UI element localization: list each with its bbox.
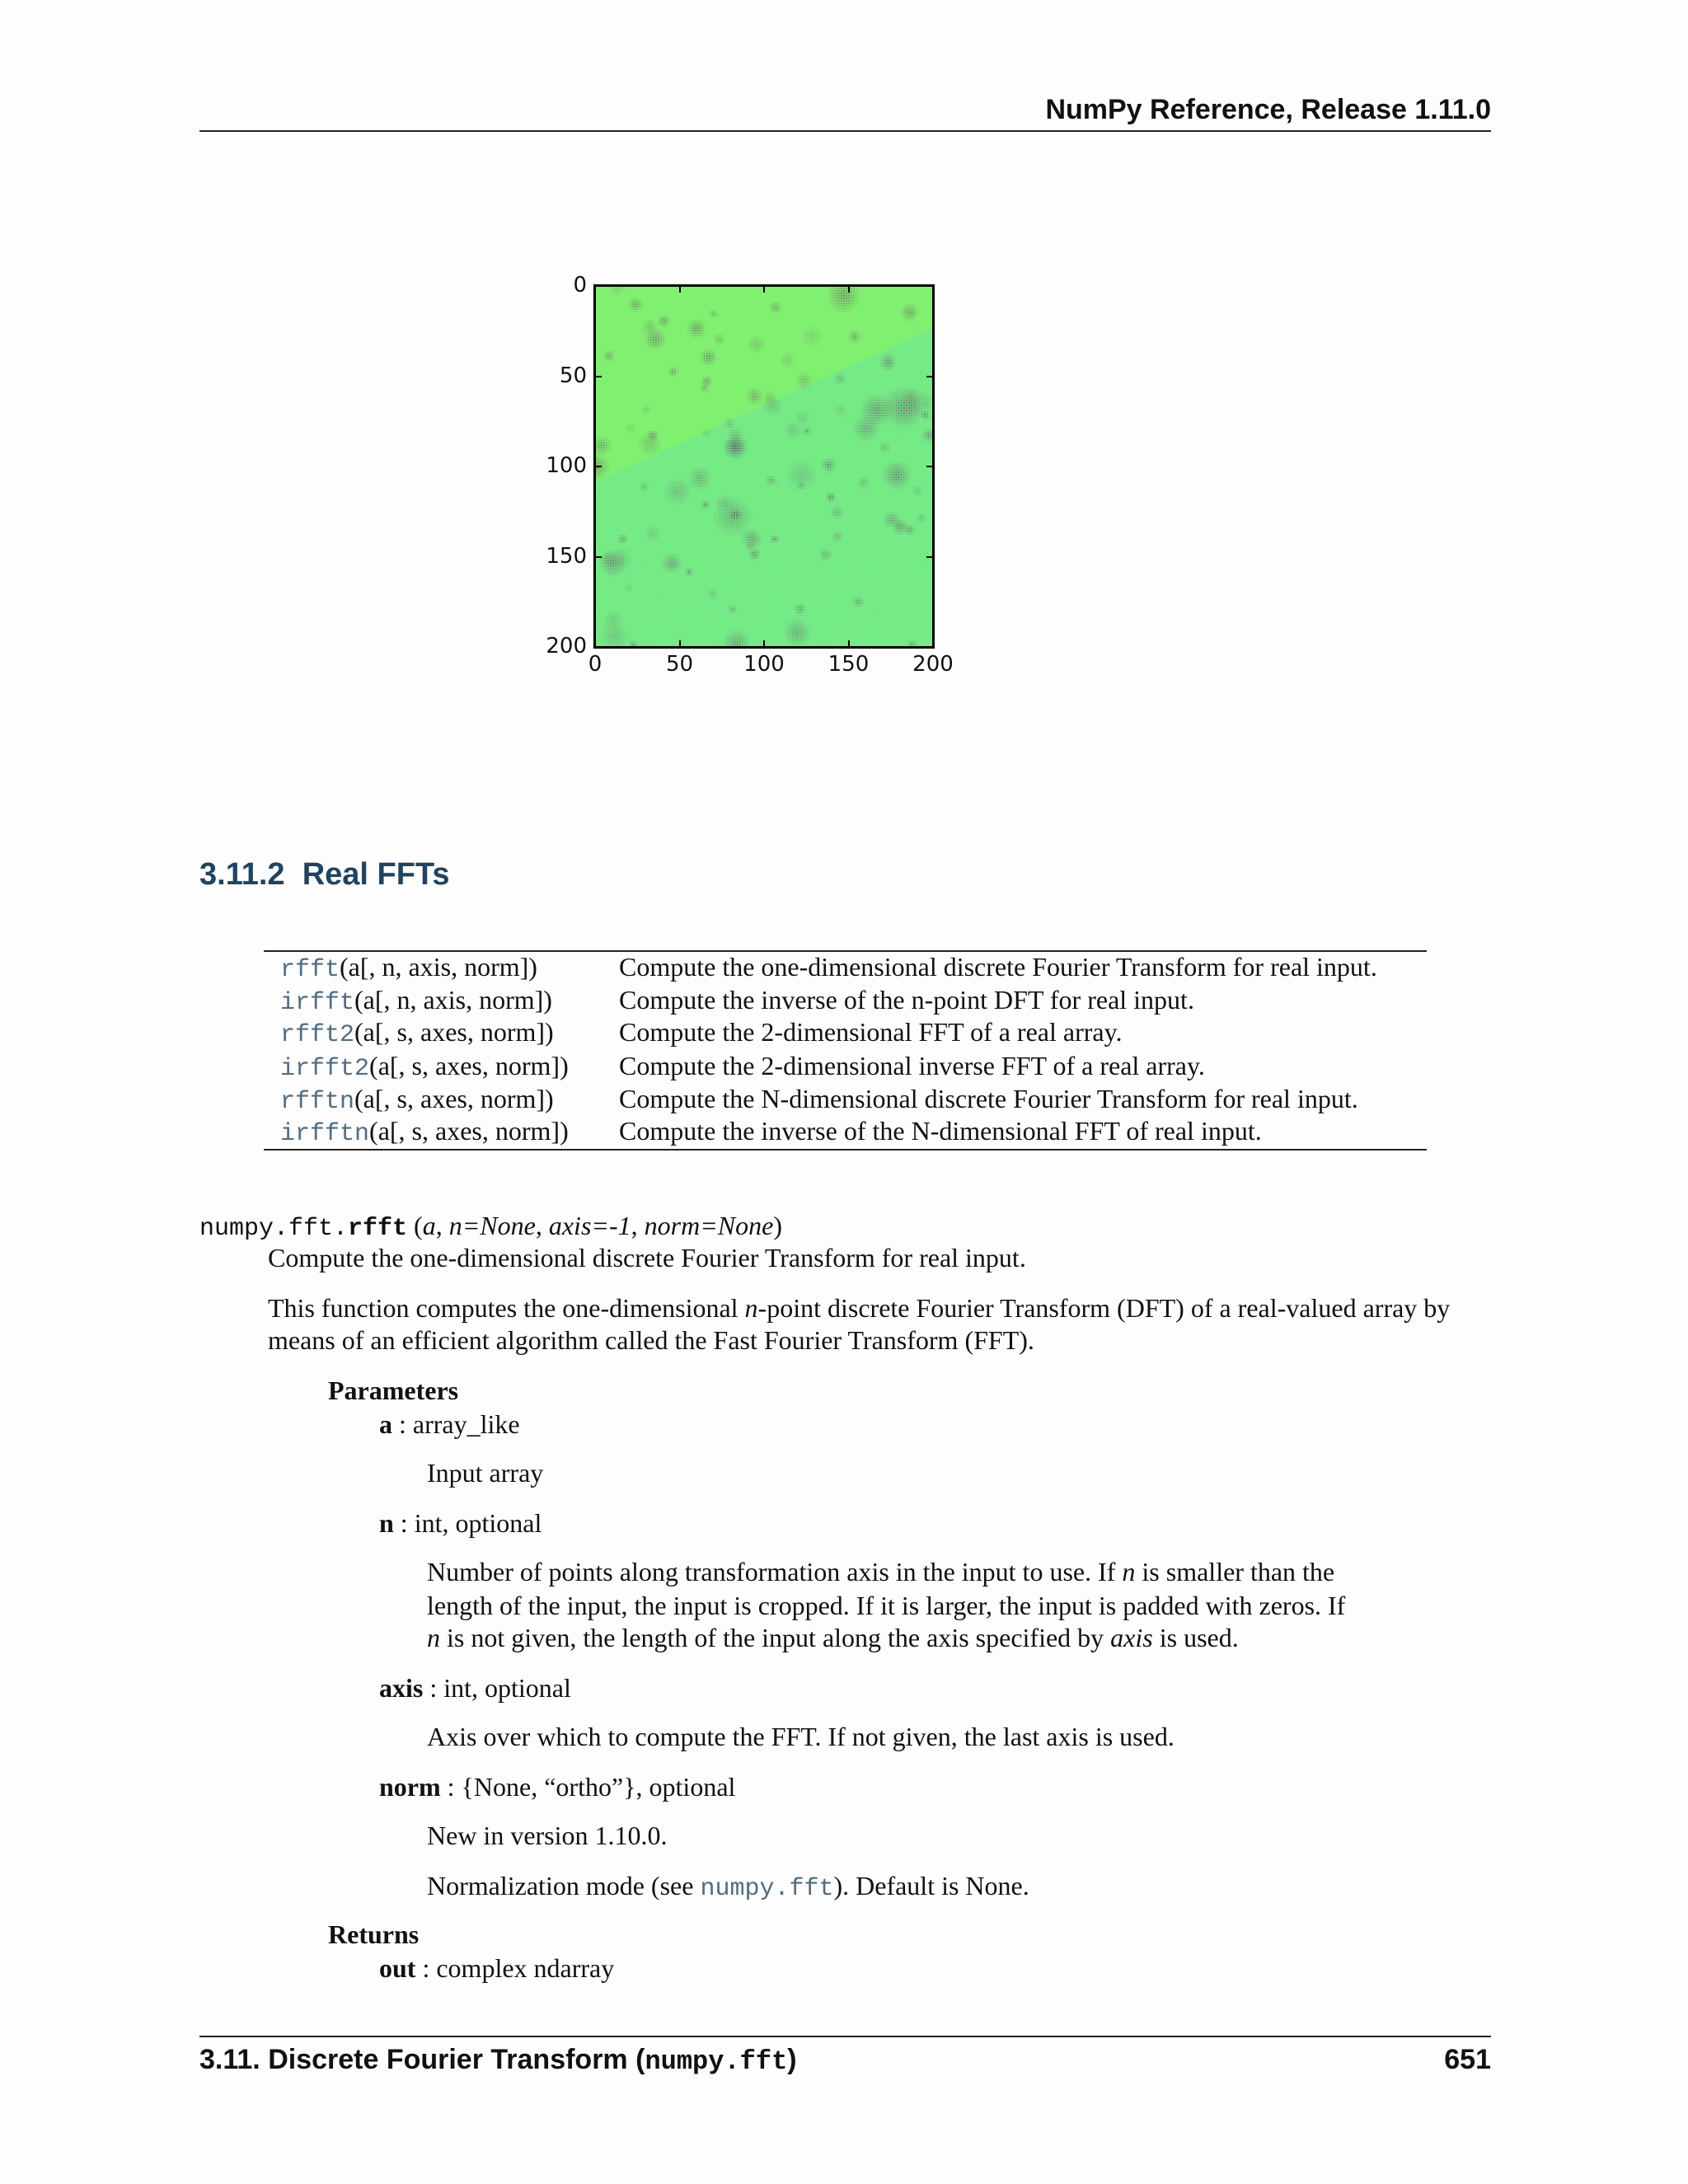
function-args: (a[, s, axes, norm]) [354,1084,554,1113]
function-args: (a[, s, axes, norm]) [369,1051,569,1080]
function-description: Compute the one-dimensional discrete Fou… [619,952,1377,982]
y-tick-label: 150 [546,543,587,569]
sig-sep: , [631,1211,645,1240]
footer-rule [199,2036,1491,2037]
y-tick-label: 100 [546,453,587,478]
footer-section: 3.11. Discrete Fourier Transform (numpy.… [199,2044,797,2077]
x-tick-mark [678,640,681,647]
function-args: (a[, s, axes, norm]) [369,1116,569,1146]
function-args: (a[, n, axis, norm]) [340,952,537,982]
description-line-2: means of an efficient algorithm called t… [268,1325,1034,1355]
function-description: Compute the inverse of the n-point DFT f… [619,985,1194,1015]
y-tick-mark [926,285,933,287]
function-link[interactable]: irfftn [280,1120,370,1148]
function-link[interactable]: rfftn [280,1088,355,1116]
returns-heading: Returns [328,1919,420,1949]
plot-frame [593,284,935,649]
y-tick-mark [595,375,602,377]
y-tick-mark [926,555,933,558]
sig-paren: ( [414,1211,423,1240]
sig-paren: ) [773,1211,782,1240]
param-axis-entry: axis : int, optional [379,1673,571,1703]
table-row: rfftn(a[, s, axes, norm]) [280,1082,554,1118]
y-tick-mark [595,646,602,648]
param-norm-entry: norm : {None, “ortho”}, optional [379,1772,736,1802]
table-row: irfft2(a[, s, axes, norm]) [280,1049,569,1085]
param-n-desc-1: Number of points along transformation ax… [427,1557,1335,1586]
y-tick-mark [926,646,933,648]
section-heading: 3.11.2 Real FFTs [199,857,449,893]
function-link[interactable]: irfft [280,989,355,1017]
numpy-fft-link[interactable]: numpy.fft [700,1875,834,1903]
param-n-desc-2: length of the input, the input is croppe… [427,1591,1346,1620]
section-number: 3.11.2 [199,857,285,892]
y-tick-label: 200 [546,634,587,658]
x-tick-mark [763,640,765,647]
table-bottom-rule [264,1149,1427,1151]
function-args: (a[, n, axis, norm]) [354,985,552,1015]
function-description: Compute the N-dimensional discrete Fouri… [619,1084,1358,1113]
x-tick-mark [594,640,596,647]
x-tick-mark [847,286,850,293]
function-link[interactable]: irfft2 [280,1055,370,1083]
heatmap-figure: 0 50 100 150 200 0 50 100 150 200 [495,264,1022,725]
x-tick-mark [932,286,934,293]
param-norm-desc: Normalization mode (see numpy.fft). Defa… [427,1871,1029,1903]
description-line-1: This function computes the one-dimension… [268,1293,1451,1323]
header-rule [199,130,1491,132]
sig-name: rfft [348,1215,408,1243]
return-out-entry: out : complex ndarray [379,1953,615,1983]
x-tick-label: 150 [828,652,870,677]
table-top-rule [264,950,1427,952]
x-tick-label: 0 [588,652,603,677]
running-header: NumPy Reference, Release 1.11.0 [1045,94,1491,125]
sig-sep: , [535,1211,549,1240]
x-tick-mark [932,640,934,647]
parameters-heading: Parameters [328,1376,459,1405]
param-norm: norm=None [644,1211,774,1240]
function-description: Compute the 2-dimensional FFT of a real … [619,1017,1123,1047]
y-tick-label: 0 [573,273,587,298]
param-axis: axis=-1 [548,1211,631,1240]
param-norm-version: New in version 1.10.0. [427,1821,668,1850]
table-row: rfft2(a[, s, axes, norm]) [280,1015,554,1052]
y-tick-mark [595,555,602,558]
function-signature: numpy.fft.rfft (a, n=None, axis=-1, norm… [199,1209,782,1245]
y-tick-label: 50 [559,363,587,388]
y-tick-mark [595,466,602,467]
x-tick-mark [847,640,850,647]
function-args: (a[, s, axes, norm]) [354,1017,554,1047]
function-description: Compute the inverse of the N-dimensional… [619,1116,1262,1146]
param-a-entry: a : array_like [379,1409,520,1439]
param-n: n=None [448,1211,536,1240]
x-tick-mark [678,286,681,293]
heatmap-image [595,286,933,647]
section-title: Real FFTs [302,857,450,892]
y-tick-mark [926,466,933,467]
y-tick-mark [595,285,602,287]
param-n-entry: n : int, optional [379,1508,542,1538]
y-tick-mark [926,375,933,377]
x-tick-label: 50 [665,652,694,677]
param-a-desc: Input array [427,1458,544,1488]
param-axis-desc: Axis over which to compute the FFT. If n… [427,1722,1175,1751]
summary-text: Compute the one-dimensional discrete Fou… [268,1243,1026,1272]
function-link[interactable]: rfft2 [280,1021,355,1049]
x-tick-mark [763,286,765,293]
table-row: irfft(a[, n, axis, norm]) [280,983,552,1019]
function-link[interactable]: rfft [280,956,340,984]
x-tick-mark [594,286,596,293]
table-row: rfft(a[, n, axis, norm]) [280,950,537,987]
param-a: a [422,1211,436,1240]
sig-module: numpy.fft. [199,1215,349,1243]
x-tick-label: 200 [912,652,954,677]
x-tick-label: 100 [743,652,785,677]
sig-sep: , [435,1211,449,1240]
table-row: irfftn(a[, s, axes, norm]) [280,1114,569,1151]
page-number: 651 [1444,2044,1491,2075]
function-description: Compute the 2-dimensional inverse FFT of… [619,1051,1205,1080]
param-n-desc-3: n is not given, the length of the input … [427,1623,1239,1652]
